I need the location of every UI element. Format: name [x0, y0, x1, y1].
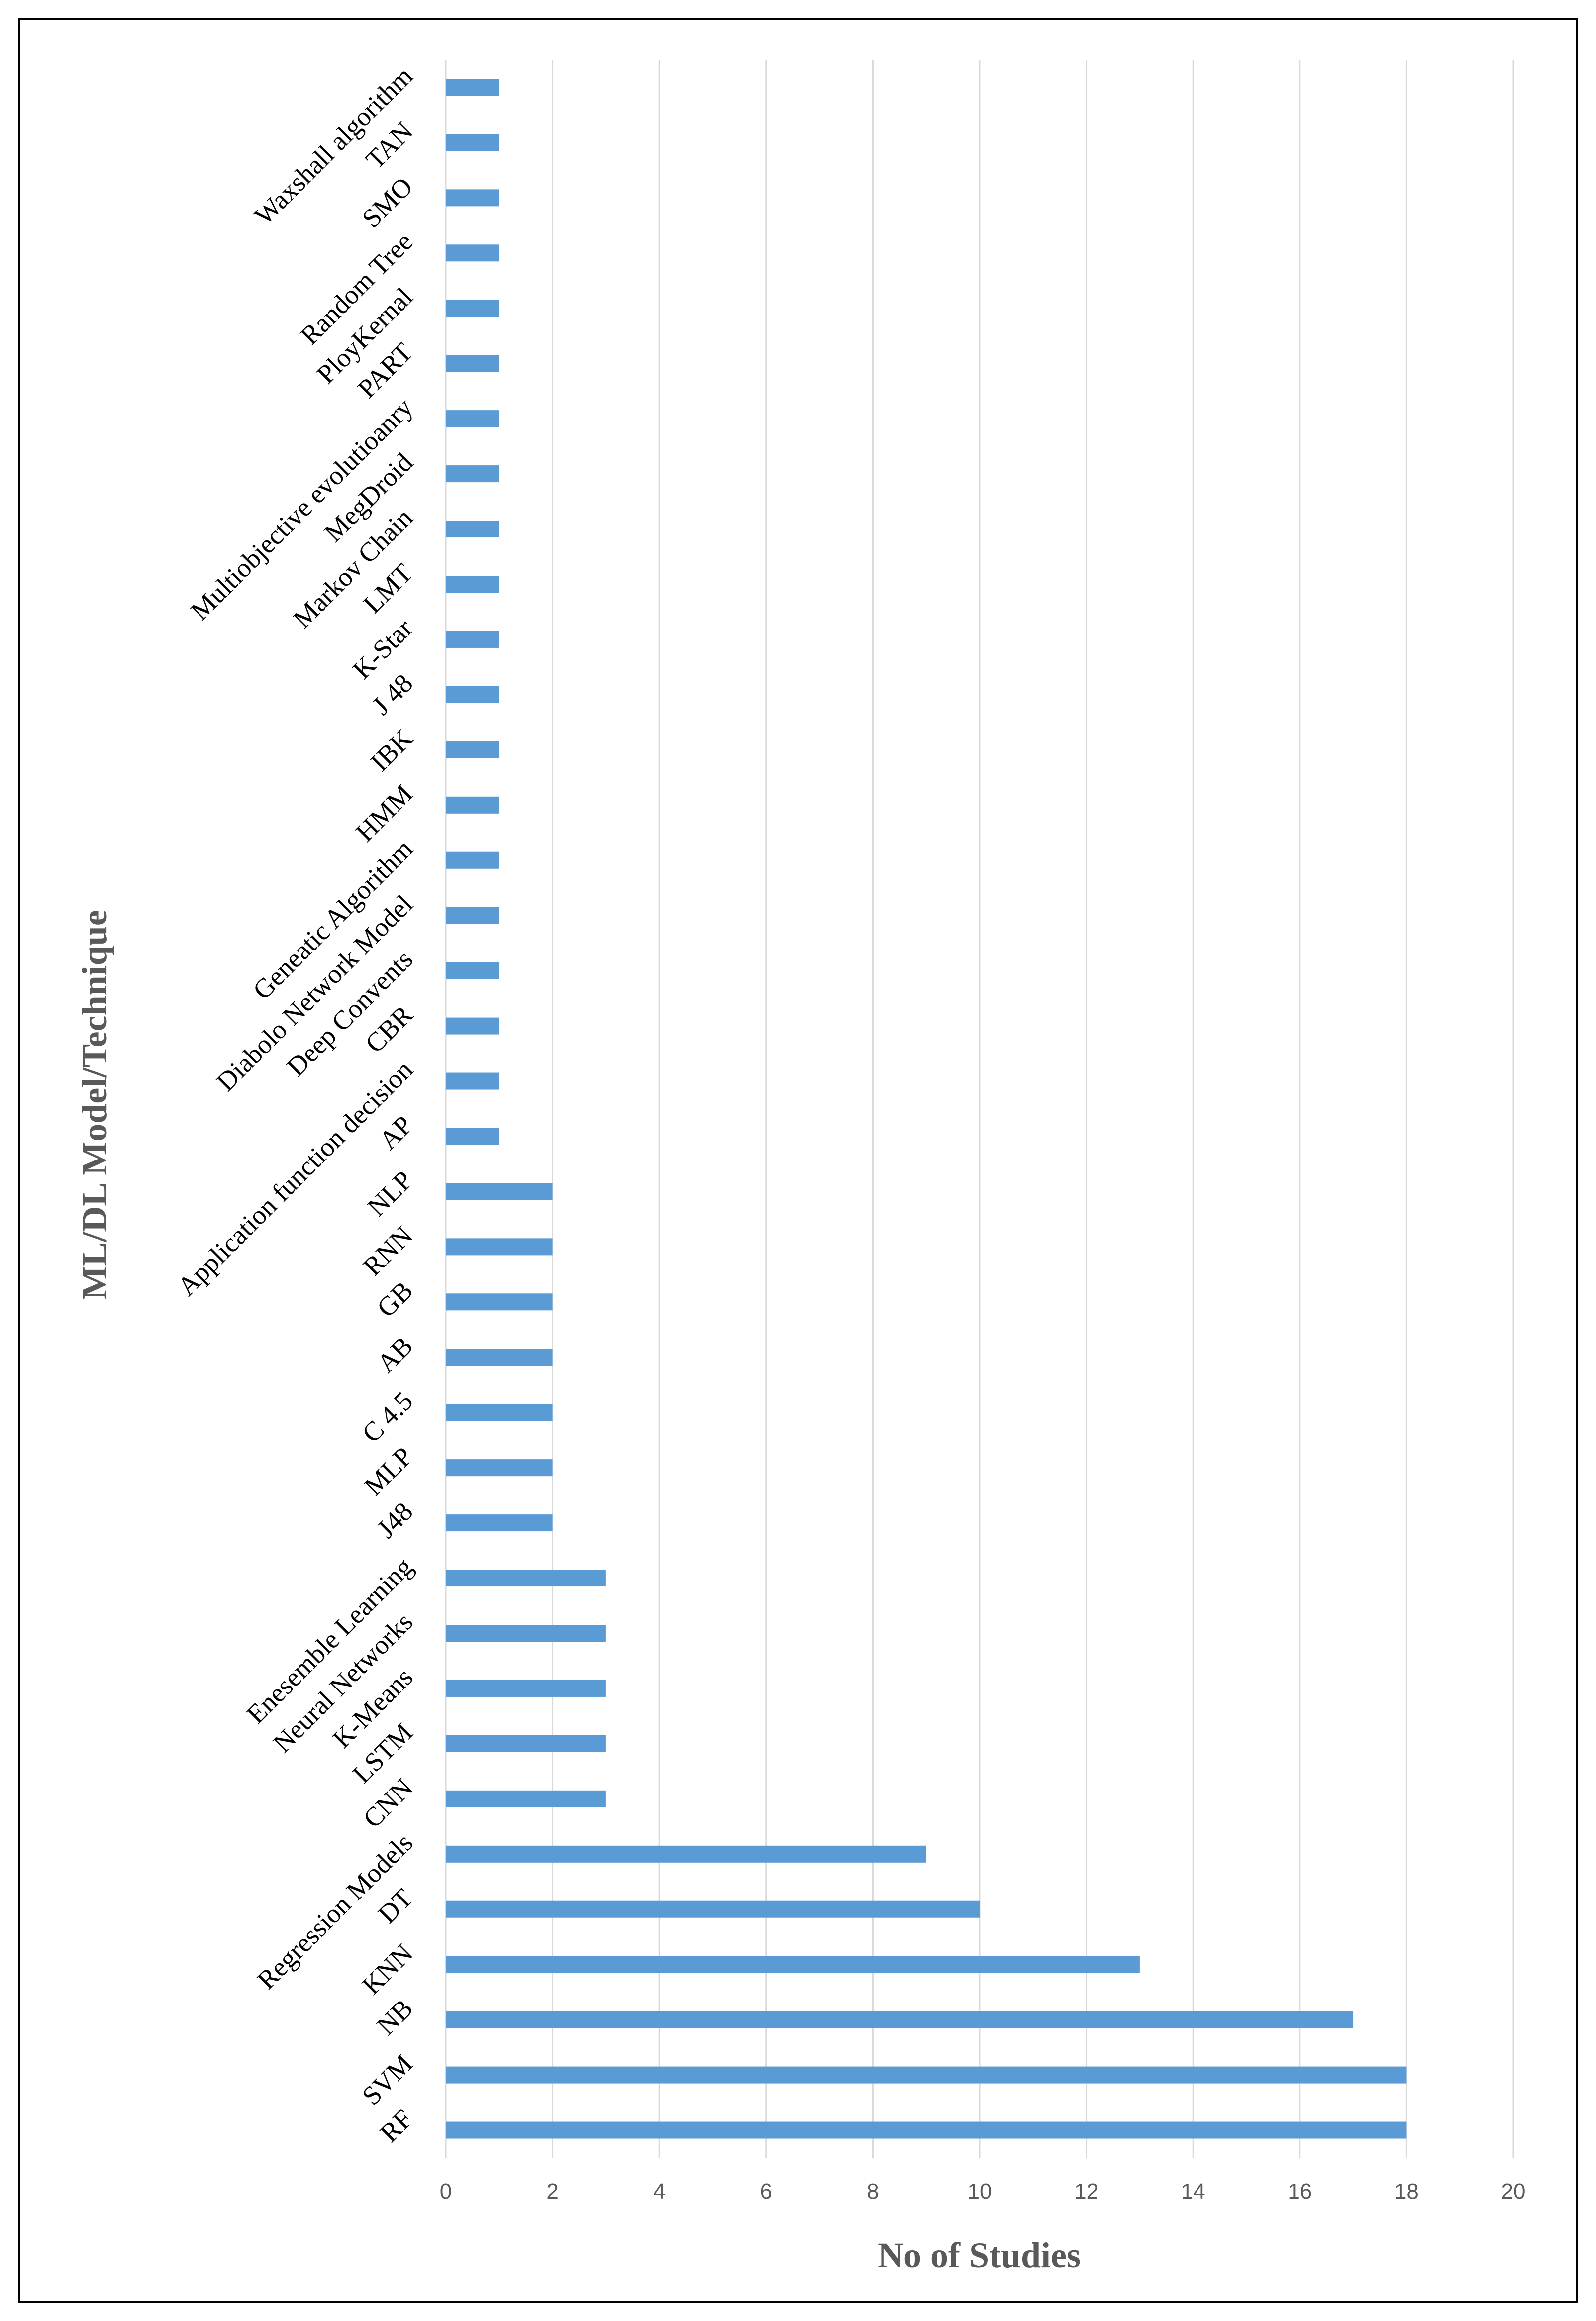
bar-9: [446, 1625, 606, 1642]
bars: [446, 79, 1407, 2139]
bar-20: [446, 1017, 499, 1035]
bar-6: [446, 1790, 606, 1807]
x-tick-label-3: 6: [760, 2179, 772, 2204]
category-label-16: RNN: [357, 1220, 418, 1281]
category-label-25: IBK: [365, 724, 418, 777]
bar-16: [446, 1238, 553, 1256]
bar-10: [446, 1570, 606, 1587]
bar-25: [446, 741, 499, 758]
category-label-12: MLP: [358, 1441, 418, 1501]
bar-24: [446, 796, 499, 814]
x-tick-label-5: 10: [968, 2179, 992, 2204]
category-label-35: SMO: [356, 171, 418, 233]
category-label-14: AB: [371, 1331, 418, 1378]
category-label-13: C 4.5: [356, 1386, 418, 1448]
gridlines: [445, 60, 1514, 2158]
x-tick-labels: 0 2 4 6 8 10 12 14 16 18 20: [440, 2179, 1526, 2204]
bar-7: [446, 1735, 606, 1752]
bar-30: [446, 465, 499, 483]
category-label-17: NLP: [362, 1165, 419, 1222]
bar-32: [446, 355, 499, 372]
bar-4: [446, 1900, 980, 1918]
category-label-27: K-Star: [347, 613, 418, 685]
y-axis-title: ML/DL Model/Technique: [75, 910, 114, 1299]
x-tick-label-8: 16: [1288, 2179, 1312, 2204]
bar-21: [446, 962, 499, 979]
x-tick-label-7: 14: [1181, 2179, 1205, 2204]
bar-5: [446, 1845, 926, 1863]
x-axis-title: No of Studies: [878, 2235, 1081, 2275]
category-label-3: KNN: [356, 1938, 418, 2001]
category-label-15: GB: [371, 1275, 418, 1323]
x-tick-label-1: 2: [546, 2179, 558, 2204]
bar-2: [446, 2011, 1354, 2028]
bar-26: [446, 686, 499, 703]
x-tick-label-0: 0: [440, 2179, 452, 2204]
figure-frame: [18, 18, 1578, 2303]
bar-11: [446, 1514, 553, 1532]
bar-28: [446, 576, 499, 593]
bar-37: [446, 79, 499, 96]
category-label-24: HMM: [350, 779, 418, 847]
bar-33: [446, 300, 499, 317]
bar-12: [446, 1459, 553, 1477]
x-tick-label-10: 20: [1501, 2179, 1526, 2204]
bar-29: [446, 521, 499, 538]
bar-15: [446, 1293, 553, 1311]
category-label-0: RF: [374, 2104, 418, 2148]
x-tick-label-9: 18: [1395, 2179, 1419, 2204]
bar-23: [446, 851, 499, 869]
category-label-4: DT: [372, 1883, 418, 1929]
x-tick-label-2: 4: [653, 2179, 665, 2204]
bar-35: [446, 189, 499, 207]
bar-3: [446, 1956, 1140, 1973]
category-label-18: AP: [373, 1110, 418, 1155]
bar-14: [446, 1349, 553, 1366]
category-label-1: SVM: [356, 2048, 418, 2110]
bar-18: [446, 1128, 499, 1145]
bar-17: [446, 1183, 553, 1200]
bar-19: [446, 1072, 499, 1090]
category-label-11: J48: [371, 1496, 418, 1544]
bar-22: [446, 907, 499, 924]
x-tick-label-4: 8: [867, 2179, 879, 2204]
bar-8: [446, 1680, 606, 1697]
bar-31: [446, 410, 499, 427]
bar-27: [446, 631, 499, 648]
x-tick-label-6: 12: [1074, 2179, 1098, 2204]
category-label-2: NB: [371, 1993, 418, 2040]
bar-36: [446, 134, 499, 151]
bar-1: [446, 2066, 1407, 2084]
bar-13: [446, 1404, 553, 1421]
bar-34: [446, 244, 499, 262]
bar-0: [446, 2121, 1407, 2139]
